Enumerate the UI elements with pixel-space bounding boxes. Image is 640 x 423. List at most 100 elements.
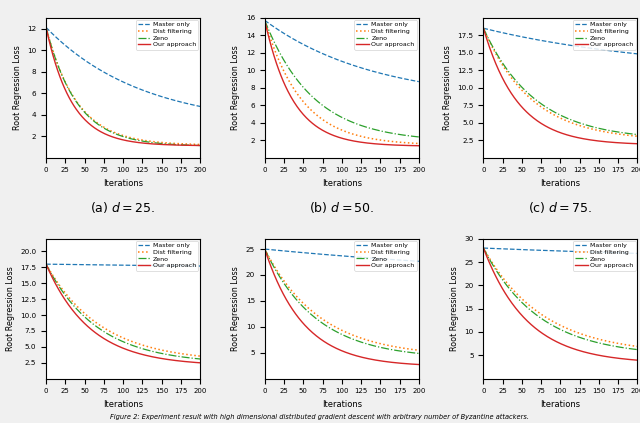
Zeno (544, 320, 552, 325)
Master only (402, 258, 410, 263)
Our approach (415, 362, 422, 367)
Our approach (56, 289, 64, 294)
Zeno (621, 345, 628, 350)
Zeno (415, 135, 422, 140)
X-axis label: Iterations: Iterations (322, 179, 362, 188)
Dist filtering (43, 263, 51, 268)
Our approach (344, 137, 352, 142)
Our approach (262, 21, 269, 26)
X-axis label: Iterations: Iterations (322, 400, 362, 409)
Zeno (42, 261, 50, 266)
Line: Our approach: Our approach (483, 28, 637, 144)
Zeno (326, 108, 333, 113)
Master only (326, 253, 333, 258)
Text: (d) $d = 100$.: (d) $d = 100$. (86, 420, 160, 423)
Dist filtering (326, 121, 333, 126)
Our approach (621, 140, 628, 146)
Our approach (402, 143, 410, 148)
Line: Zeno: Zeno (265, 20, 419, 137)
Master only (275, 248, 282, 253)
X-axis label: Iterations: Iterations (103, 179, 143, 188)
Dist filtering (275, 271, 282, 276)
Dist filtering (621, 342, 628, 347)
Zeno (326, 325, 333, 330)
Line: Dist filtering: Dist filtering (483, 28, 637, 136)
Master only (402, 77, 410, 82)
Zeno (344, 118, 352, 123)
Zeno (125, 342, 133, 347)
Our approach (261, 18, 269, 23)
Master only (262, 247, 269, 252)
Master only (42, 25, 50, 30)
Zeno (99, 328, 106, 333)
Our approach (42, 261, 50, 266)
Zeno (261, 247, 269, 252)
Legend: Master only, Dist filtering, Zeno, Our approach: Master only, Dist filtering, Zeno, Our a… (573, 241, 636, 271)
Dist filtering (183, 352, 191, 357)
Dist filtering (42, 25, 50, 30)
Our approach (493, 65, 501, 70)
Y-axis label: Root Regression Loss: Root Regression Loss (443, 45, 452, 130)
Line: Zeno: Zeno (265, 249, 419, 354)
Zeno (317, 102, 325, 107)
Master only (563, 42, 570, 47)
Master only (43, 26, 51, 31)
Dist filtering (621, 132, 628, 137)
Our approach (544, 125, 552, 130)
Dist filtering (99, 124, 106, 129)
Dist filtering (196, 142, 204, 147)
Master only (42, 261, 50, 266)
Dist filtering (536, 103, 543, 108)
Line: Master only: Master only (483, 248, 637, 253)
Master only (536, 248, 543, 253)
Dist filtering (262, 20, 269, 25)
Dist filtering (402, 140, 410, 145)
Dist filtering (261, 18, 269, 23)
Our approach (317, 337, 325, 342)
Dist filtering (536, 310, 543, 316)
Legend: Master only, Dist filtering, Zeno, Our approach: Master only, Dist filtering, Zeno, Our a… (355, 241, 417, 271)
Legend: Master only, Dist filtering, Zeno, Our approach: Master only, Dist filtering, Zeno, Our a… (573, 19, 636, 49)
Our approach (326, 131, 333, 136)
Dist filtering (563, 118, 570, 124)
Master only (56, 262, 64, 267)
Dist filtering (415, 348, 422, 353)
Master only (261, 247, 269, 252)
Zeno (56, 68, 64, 73)
Zeno (536, 100, 543, 105)
Dist filtering (415, 141, 422, 146)
Zeno (479, 245, 487, 250)
Our approach (544, 335, 552, 340)
Dist filtering (326, 321, 333, 326)
Master only (183, 264, 191, 269)
Master only (415, 79, 422, 84)
Dist filtering (42, 261, 50, 266)
Our approach (196, 143, 204, 148)
Zeno (183, 143, 191, 148)
Zeno (56, 285, 64, 290)
Our approach (621, 357, 628, 362)
Zeno (536, 315, 543, 320)
X-axis label: Iterations: Iterations (103, 400, 143, 409)
Dist filtering (262, 248, 269, 253)
Line: Dist filtering: Dist filtering (265, 249, 419, 350)
Dist filtering (402, 346, 410, 351)
Master only (415, 259, 422, 264)
Line: Our approach: Our approach (46, 264, 200, 363)
Dist filtering (481, 27, 488, 33)
Master only (317, 50, 325, 55)
Zeno (493, 52, 501, 57)
Zeno (402, 133, 410, 138)
Line: Our approach: Our approach (265, 20, 419, 146)
Master only (56, 38, 64, 43)
Our approach (99, 130, 106, 135)
Dist filtering (544, 316, 552, 321)
Our approach (107, 340, 115, 345)
Y-axis label: Root Regression Loss: Root Regression Loss (450, 266, 459, 351)
Dist filtering (493, 268, 501, 273)
Zeno (275, 272, 282, 277)
Master only (493, 29, 501, 34)
Our approach (415, 143, 422, 148)
Our approach (481, 28, 488, 33)
Zeno (563, 330, 570, 335)
